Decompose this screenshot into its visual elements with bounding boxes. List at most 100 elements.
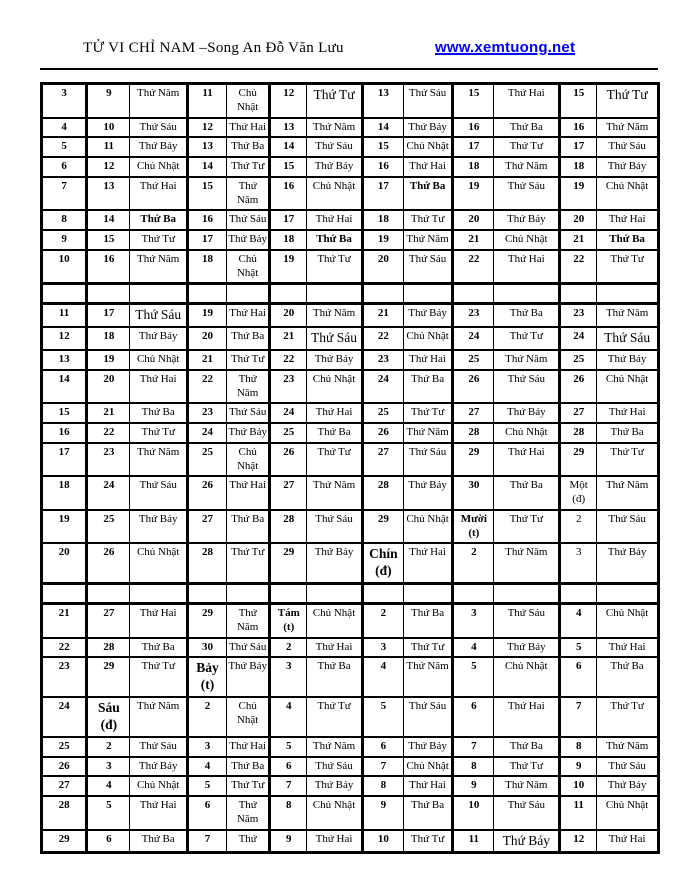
weekday-cell: Thứ Tư [306, 441, 364, 478]
weekday-cell: Thứ Sáu [596, 326, 660, 351]
day-number-cell: 20 [186, 326, 228, 351]
spacer-cell [129, 282, 189, 306]
table-row: 20 26 Chủ Nhật 28 Thứ Tư 29 Thứ Bảy Chín (đ) Thứ… [40, 542, 660, 585]
day-number-cell: 29 [40, 828, 89, 854]
day-number-cell: 16 [186, 209, 228, 231]
weekday-cell: Thứ Tư [402, 636, 455, 659]
weekday-cell: Thứ Ba [596, 656, 660, 698]
table-row: 27 4 Chủ Nhật 5 Thứ Tư 7 Thứ Bảy 8 Thứ Hai 9 Thứ N… [40, 775, 660, 797]
day-number-cell: 3 [452, 602, 495, 639]
day-number-cell: 7 [269, 775, 308, 797]
day-number-cell: 9 [361, 795, 404, 831]
weekday-cell: Thứ Sáu [306, 326, 364, 351]
weekday-cell: Thứ Ba [493, 302, 562, 329]
weekday-cell: Chủ Nhật [306, 795, 364, 831]
day-number-cell: 16 [361, 156, 404, 178]
day-number-cell: 3 [86, 755, 131, 778]
weekday-cell: Thứ Sáu [493, 602, 562, 639]
weekday-cell: Thứ Sáu [493, 368, 562, 405]
weekday-cell: Thứ Năm [129, 82, 189, 119]
weekday-cell: Thứ Tư [493, 508, 562, 545]
weekday-cell: Thứ Tư [306, 248, 364, 285]
day-number-cell: 4 [452, 636, 495, 659]
day-number-cell: 27 [40, 775, 89, 797]
day-number-cell: 20 [86, 368, 131, 405]
spacer-row [40, 582, 660, 605]
spacer-cell [306, 282, 364, 306]
day-number-cell: 12 [40, 326, 89, 351]
site-link[interactable]: www.xemtuong.net [435, 39, 576, 56]
day-number-cell: 10 [86, 116, 131, 139]
weekday-cell: Chủ Nhật [129, 542, 189, 585]
day-number-cell: 14 [40, 368, 89, 405]
spacer-cell [186, 582, 228, 605]
weekday-cell: Chủ Nhật [493, 422, 562, 444]
table-row: 3 9 Thứ Năm 11 Chủ Nhật 12 Thứ Tư 13 Thứ Sáu 15 Th… [40, 82, 660, 119]
day-number-cell: 6 [40, 156, 89, 178]
day-number-cell: 25 [40, 735, 89, 758]
day-number-cell: 25 [361, 402, 404, 424]
weekday-cell: Thứ Ba [226, 755, 272, 778]
day-number-cell: 11 [40, 302, 89, 329]
day-number-cell: 7 [559, 696, 598, 738]
day-number-cell: 8 [452, 755, 495, 778]
weekday-cell: Thứ Sáu [306, 755, 364, 778]
day-number-cell: 21 [559, 229, 598, 251]
day-number-cell: 17 [186, 229, 228, 251]
day-number-cell: 6 [86, 828, 131, 854]
weekday-cell: Thứ Tư [129, 656, 189, 698]
day-number-cell: 5 [40, 136, 89, 158]
weekday-cell: Thứ Ba [596, 229, 660, 251]
day-number-cell: 7 [452, 735, 495, 758]
day-number-cell: 5 [452, 656, 495, 698]
weekday-cell: Thứ Bảy [596, 156, 660, 178]
weekday-cell: Thứ Hai [306, 636, 364, 659]
day-number-cell: 29 [186, 602, 228, 639]
weekday-cell: Chủ Nhật [493, 229, 562, 251]
weekday-cell: Thứ Bảy [596, 349, 660, 371]
table-row: 29 6 Thứ Ba 7 Thứ 9 Thứ Hai 10 Thứ Tư 11 Thứ Bảy 12… [40, 828, 660, 854]
weekday-cell: Thứ Hai [596, 828, 660, 854]
weekday-cell: Thứ Ba [402, 602, 455, 639]
weekday-cell: Thứ Hai [306, 828, 364, 854]
day-number-cell: 18 [559, 156, 598, 178]
weekday-cell: Thứ Năm [129, 248, 189, 285]
day-number-cell: 8 [40, 209, 89, 231]
day-number-cell: 22 [452, 248, 495, 285]
weekday-cell: Thứ Hai [306, 209, 364, 231]
weekday-cell: Chủ Nhật [129, 775, 189, 797]
day-number-cell: 2 [269, 636, 308, 659]
table-row: 28 5 Thứ Hai 6 Thứ Năm 8 Chủ Nhật 9 Thứ Ba 10 Thứ … [40, 795, 660, 831]
table-row: 9 15 Thứ Tư 17 Thứ Bảy 18 Thứ Ba 19 Thứ Năm 21 Chủ… [40, 229, 660, 251]
weekday-cell: Thứ Tư [596, 441, 660, 478]
weekday-cell: Chủ Nhật [306, 175, 364, 212]
weekday-cell: Thứ Tư [493, 136, 562, 158]
weekday-cell: Thứ Ba [306, 422, 364, 444]
weekday-cell: Thứ Sáu [226, 636, 272, 659]
table-row: 5 11 Thứ Bảy 13 Thứ Ba 14 Thứ Sáu 15 Chủ Nhật 17 T… [40, 136, 660, 158]
table-row: 18 24 Thứ Sáu 26 Thứ Hai 27 Thứ Năm 28 Thứ Bảy 30… [40, 475, 660, 511]
weekday-cell: Thứ Năm [596, 302, 660, 329]
weekday-cell: Thứ Năm [402, 656, 455, 698]
day-number-cell: 29 [559, 441, 598, 478]
day-number-cell: 2 [361, 602, 404, 639]
table-row: 13 19 Chủ Nhật 21 Thứ Tư 22 Thứ Bảy 23 Thứ Hai 25… [40, 349, 660, 371]
day-number-cell: 23 [452, 302, 495, 329]
weekday-cell: Thứ Hai [402, 349, 455, 371]
day-number-cell: 16 [559, 116, 598, 139]
table-row: 8 14 Thứ Ba 16 Thứ Sáu 17 Thứ Hai 18 Thứ Tư 20 Thứ… [40, 209, 660, 231]
page-title: TỬ VI CHỈ NAM –Song An Đỗ Văn Lưu [83, 40, 344, 56]
day-number-cell: 17 [86, 302, 131, 329]
day-number-cell: 22 [559, 248, 598, 285]
day-number-cell: 19 [452, 175, 495, 212]
spacer-cell [40, 582, 89, 605]
weekday-cell: Chủ Nhật [129, 349, 189, 371]
weekday-cell: Thứ Bảy [306, 349, 364, 371]
day-number-cell: 8 [269, 795, 308, 831]
weekday-cell: Thứ Bảy [129, 326, 189, 351]
day-number-cell: 19 [269, 248, 308, 285]
weekday-cell: Chủ Nhật [226, 82, 272, 119]
weekday-cell: Thứ Sáu [129, 475, 189, 511]
weekday-cell: Thứ Ba [129, 402, 189, 424]
day-number-cell: 6 [186, 795, 228, 831]
